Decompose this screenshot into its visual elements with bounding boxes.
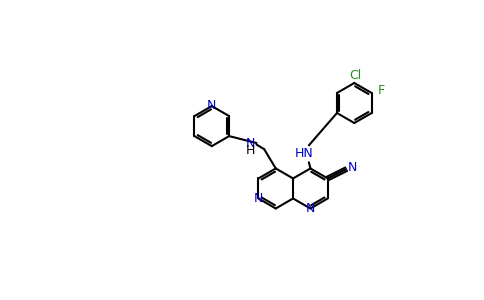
Text: N: N — [348, 161, 357, 174]
Text: F: F — [378, 84, 384, 97]
Text: HN: HN — [295, 146, 314, 160]
Text: Cl: Cl — [350, 69, 362, 82]
Text: N: N — [254, 192, 263, 205]
Text: N: N — [207, 99, 216, 112]
Text: H: H — [246, 144, 255, 157]
Text: N: N — [246, 136, 255, 149]
Text: N: N — [306, 202, 315, 215]
